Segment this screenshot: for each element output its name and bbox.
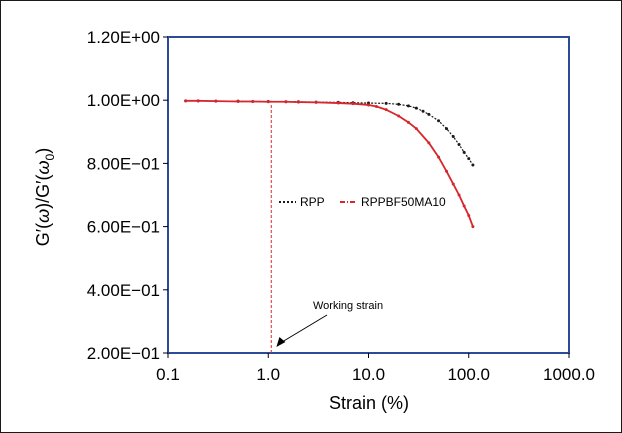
annotation-working-strain: Working strain <box>276 300 383 347</box>
x-tick-label: 1.0 <box>256 365 280 384</box>
data-point <box>445 127 449 131</box>
x-tick-label: 1000.0 <box>543 365 595 384</box>
legend-label: RPP <box>300 195 325 209</box>
data-point <box>427 112 431 116</box>
data-point <box>314 100 318 104</box>
data-point <box>384 108 388 112</box>
data-point <box>214 99 218 103</box>
data-point <box>457 193 461 197</box>
data-point <box>284 100 288 104</box>
data-point <box>437 155 441 159</box>
data-point <box>184 99 188 103</box>
x-tick-label: 10.0 <box>352 365 385 384</box>
x-tick-label: 100.0 <box>447 365 490 384</box>
data-point <box>196 99 200 103</box>
annotation-arrow-shaft <box>280 314 328 344</box>
data-point <box>406 120 410 124</box>
data-point <box>384 101 388 105</box>
legend-item-RPPBF50MA10: RPPBF50MA10 <box>340 195 446 209</box>
y-tick-label: 1.20E+00 <box>87 28 160 47</box>
data-point <box>457 142 461 146</box>
data-point <box>414 127 418 131</box>
data-point <box>467 214 471 218</box>
data-point <box>351 102 355 106</box>
y-tick-label: 8.00E−01 <box>87 154 160 173</box>
data-point <box>462 150 466 154</box>
data-point <box>296 100 300 104</box>
legend-item-RPP: RPP <box>279 195 325 209</box>
series-RPP <box>184 99 475 167</box>
data-point <box>437 119 441 123</box>
data-point <box>451 135 455 139</box>
data-point <box>421 109 425 113</box>
data-point <box>451 182 455 186</box>
data-point <box>266 100 270 104</box>
data-point <box>445 169 449 173</box>
annotation-arrow-head <box>276 337 286 347</box>
data-point <box>397 102 401 106</box>
y-tick-label: 6.00E−01 <box>87 218 160 237</box>
y-tick-label: 2.00E−01 <box>87 344 160 363</box>
y-axis-label: G′(ω)/G′(ω0) <box>33 148 57 247</box>
legend-label: RPPBF50MA10 <box>361 195 446 209</box>
y-tick-label: 4.00E−01 <box>87 281 160 300</box>
data-point <box>406 104 410 108</box>
data-point <box>414 106 418 110</box>
data-point <box>374 105 378 109</box>
data-point <box>427 141 431 145</box>
series-RPPBF50MA10 <box>184 99 475 229</box>
annotation-text: Working strain <box>313 300 383 312</box>
data-point <box>236 99 240 103</box>
data-point <box>251 99 255 103</box>
data-point <box>471 163 475 167</box>
data-point <box>367 103 370 107</box>
data-point <box>471 225 475 229</box>
data-point <box>336 101 340 105</box>
data-point <box>397 114 401 118</box>
data-point <box>462 204 466 208</box>
x-tick-label: 0.1 <box>156 365 180 384</box>
series-line-RPP <box>185 100 474 166</box>
x-axis-label: Strain (%) <box>329 393 409 413</box>
data-point <box>467 157 471 161</box>
y-tick-label: 1.00E+00 <box>87 91 160 110</box>
